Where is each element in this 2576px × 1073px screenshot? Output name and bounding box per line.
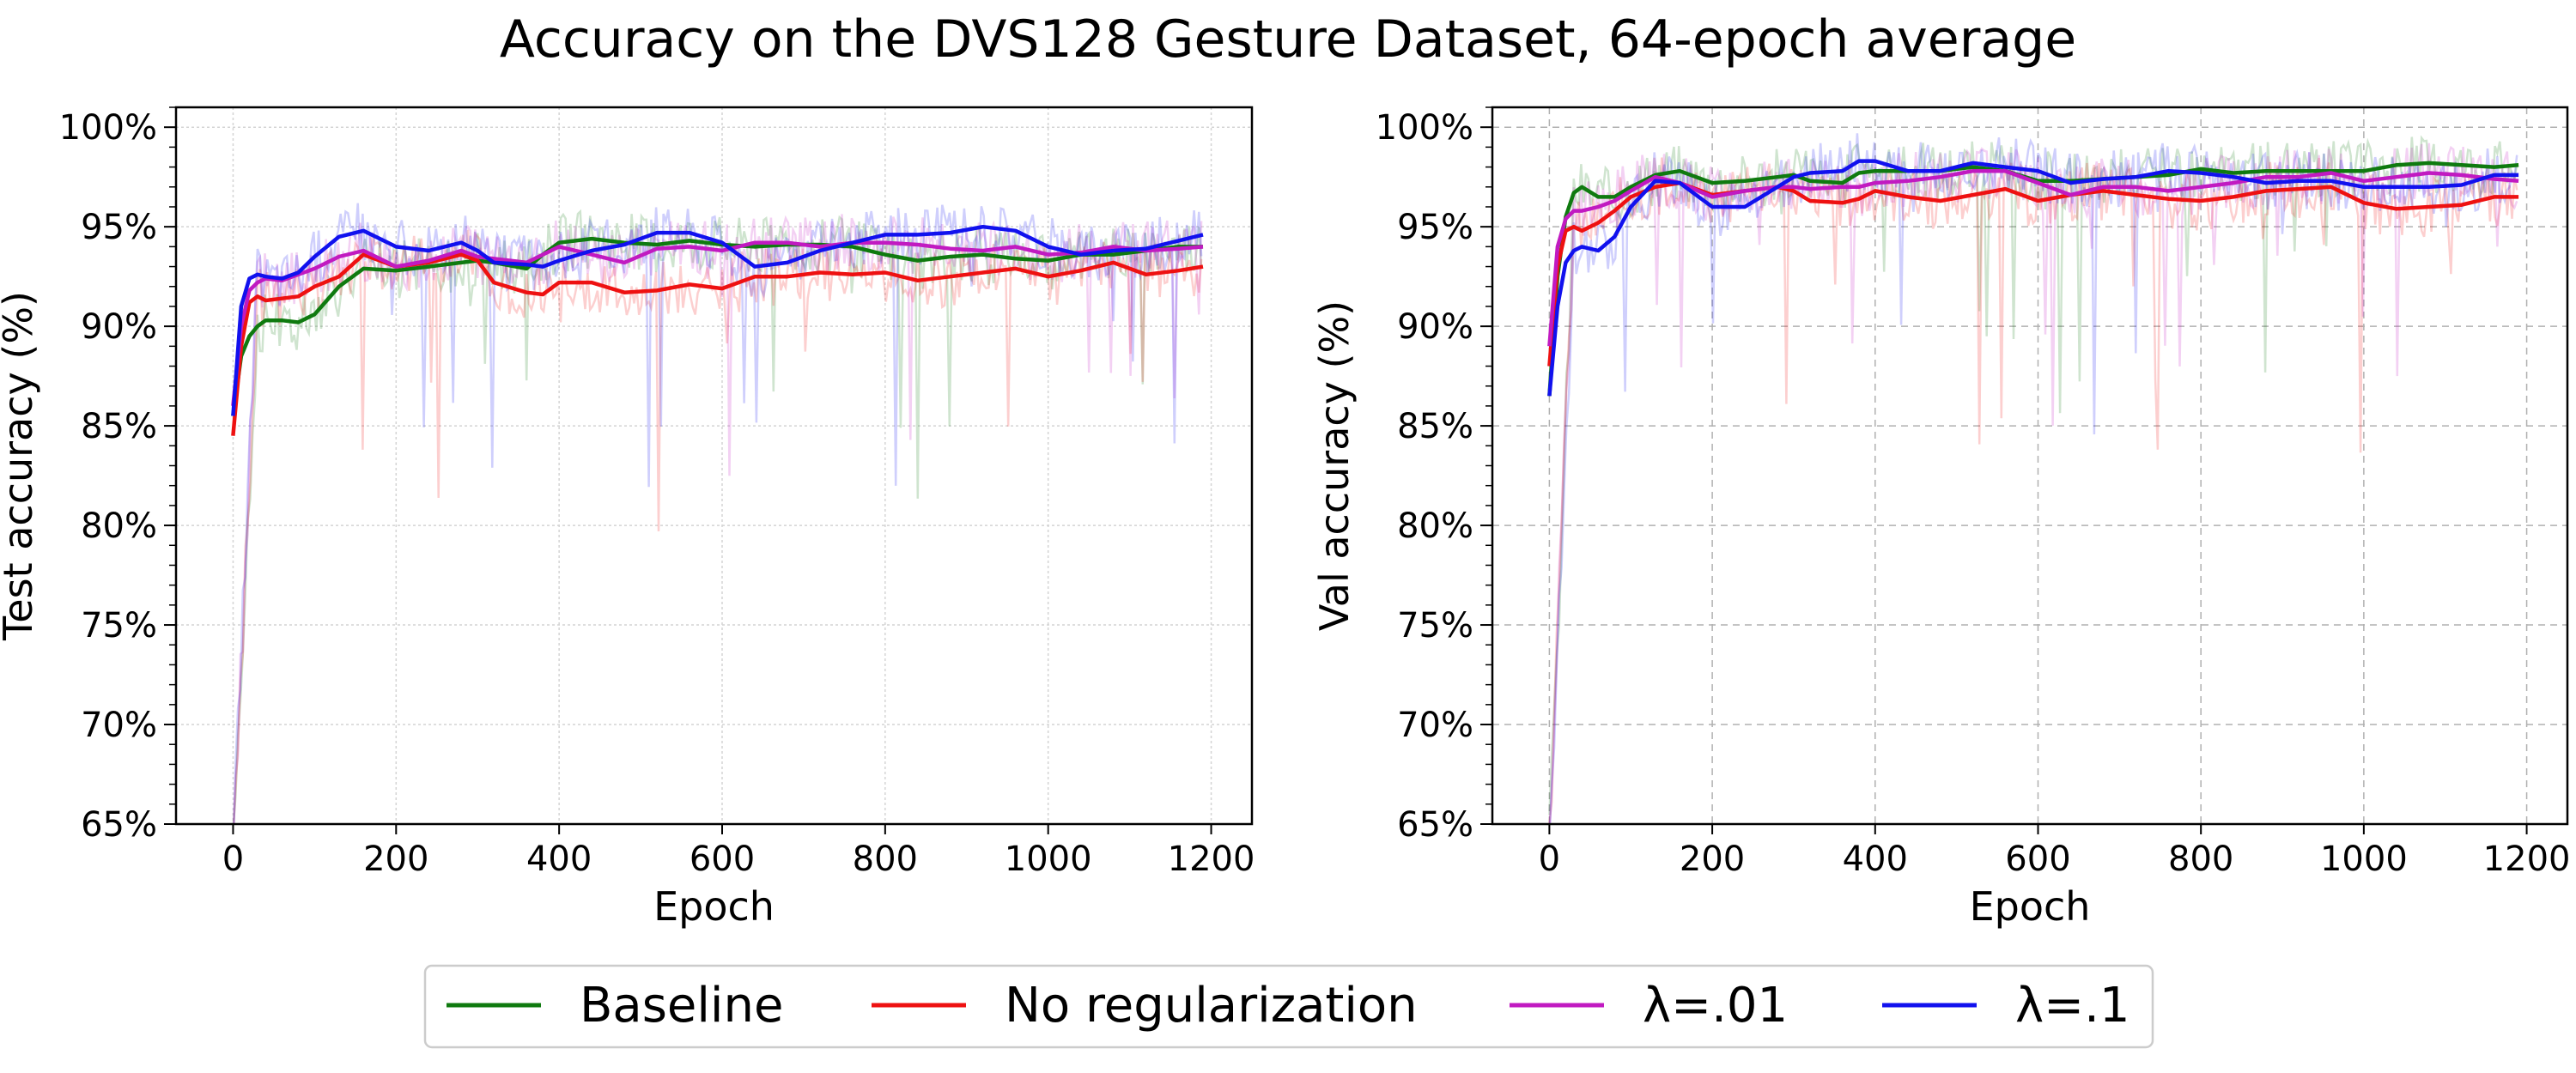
series-line-λ=.1 [231, 224, 1204, 416]
chart-panel-1: 0 200 400 600 800 1000 1200 65% 70% 75% 80% 85% 90% 9… [0, 106, 1255, 930]
x-axis-label: Epoch [1970, 883, 2091, 930]
raw-line-λ=.01 [1548, 142, 2518, 824]
plot-frame [174, 106, 1254, 826]
legend: Baseline No regularization λ=.01 λ=.1 [423, 964, 2154, 1049]
raw-line-No regularization [1548, 157, 2518, 824]
y-tick-label: 100% [1376, 108, 1473, 148]
y-tick-label: 90% [1397, 307, 1473, 347]
x-tick-label: 600 [2005, 840, 2070, 879]
x-tick-label: 800 [853, 840, 918, 879]
chart-title: Accuracy on the DVS128 Gesture Dataset, … [500, 9, 2076, 70]
y-tick-label: 70% [81, 706, 157, 745]
legend-label: No regularization [1005, 978, 1418, 1034]
raw-line-λ=.01 [233, 214, 1203, 824]
x-tick-label: 0 [1539, 840, 1560, 879]
raw-line-λ=.1 [233, 203, 1203, 824]
y-tick-label: 100% [59, 108, 157, 148]
series-line-λ=.01 [1547, 168, 2519, 347]
x-tick-label: 1000 [2320, 840, 2408, 879]
x-tick-label: 200 [1680, 840, 1745, 879]
y-tick-label: 80% [1397, 506, 1473, 546]
y-tick-label: 70% [1397, 706, 1473, 745]
legend-label: Baseline [580, 978, 783, 1034]
series-line-λ=.01 [231, 240, 1204, 407]
series-line-λ=.1 [1547, 159, 2519, 397]
plot-frame [1491, 106, 2569, 826]
x-tick-label: 1200 [2483, 840, 2571, 879]
series-line-No regularization [1547, 180, 2519, 367]
y-tick-label: 80% [81, 506, 157, 546]
y-axis-label: Val accuracy (%) [1311, 300, 1358, 631]
legend-label: λ=.01 [1643, 978, 1788, 1034]
y-tick-label: 65% [81, 805, 157, 845]
y-tick-label: 75% [81, 606, 157, 646]
chart-panel-2: 0 200 400 600 800 1000 1200 65% 70% 75% 80% 85% 90% 9… [1311, 106, 2571, 930]
x-tick-label: 200 [363, 840, 428, 879]
x-axis-label: Epoch [653, 883, 775, 930]
x-tick-label: 600 [690, 840, 755, 879]
series-line-No regularization [231, 252, 1204, 436]
x-tick-label: 1000 [1005, 840, 1092, 879]
series-line-Baseline [231, 236, 1203, 416]
y-axis-label: Test accuracy (%) [0, 291, 41, 641]
x-tick-label: 800 [2168, 840, 2233, 879]
legend-box [423, 964, 2154, 1049]
x-tick-label: 1200 [1168, 840, 1255, 879]
y-tick-label: 75% [1397, 606, 1473, 646]
x-tick-label: 0 [222, 840, 244, 879]
y-tick-label: 65% [1397, 805, 1473, 845]
x-tick-label: 400 [526, 840, 592, 879]
y-tick-label: 85% [1397, 407, 1473, 446]
legend-label: λ=.1 [2015, 978, 2130, 1034]
raw-line-No regularization [232, 229, 1203, 824]
y-tick-label: 95% [1397, 208, 1473, 247]
y-tick-label: 95% [81, 208, 157, 247]
raw-line-Baseline [1548, 135, 2518, 815]
raw-line-λ=.1 [1548, 133, 2518, 824]
y-tick-label: 85% [81, 407, 157, 446]
x-tick-label: 400 [1843, 840, 1908, 879]
y-tick-label: 90% [81, 307, 157, 347]
